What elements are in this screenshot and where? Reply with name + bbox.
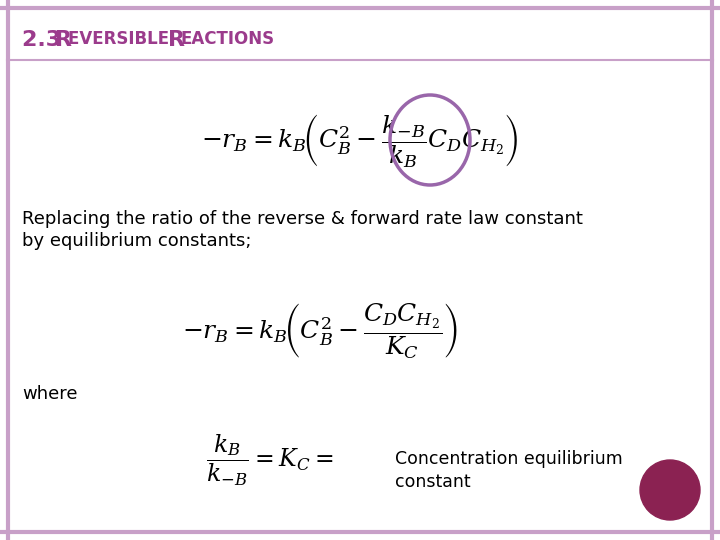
Text: $\dfrac{k_B}{k_{-B}} = K_C =$: $\dfrac{k_B}{k_{-B}} = K_C =$ [207,433,333,488]
Text: Concentration equilibrium: Concentration equilibrium [395,450,623,468]
Text: constant: constant [395,473,471,491]
Text: where: where [22,385,78,403]
Text: $-r_B = k_B\!\left(C_B^2 - \dfrac{C_D C_{H_2}}{K_C}\right)$: $-r_B = k_B\!\left(C_B^2 - \dfrac{C_D C_… [182,300,458,360]
Text: EACTIONS: EACTIONS [181,30,275,48]
Text: by equilibrium constants;: by equilibrium constants; [22,232,251,250]
Text: EVERSIBLE: EVERSIBLE [68,30,175,48]
Text: R: R [55,30,72,50]
Text: 2.3: 2.3 [22,30,69,50]
Text: $-r_B = k_B\!\left(C_B^2 - \dfrac{k_{-B}}{k_B}C_D C_{H_2}\right)$: $-r_B = k_B\!\left(C_B^2 - \dfrac{k_{-B}… [201,111,519,168]
Circle shape [640,460,700,520]
Text: R: R [168,30,185,50]
Text: Replacing the ratio of the reverse & forward rate law constant: Replacing the ratio of the reverse & for… [22,210,583,228]
